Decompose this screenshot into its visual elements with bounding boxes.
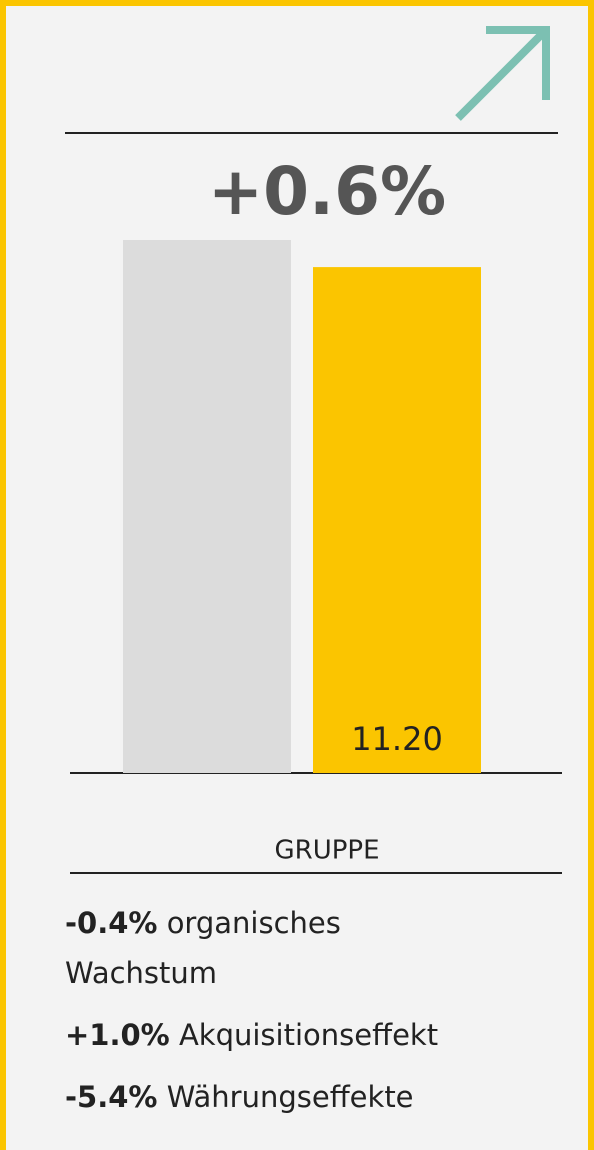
note-text: Akquisitionseffekt xyxy=(178,1018,439,1052)
note-text: organisches Wachstum xyxy=(65,906,341,990)
note: -0.4% organisches Wachstum xyxy=(65,898,425,998)
trend-arrow xyxy=(455,26,550,121)
x-label: GRUPPE xyxy=(274,836,379,866)
bar xyxy=(313,267,481,773)
note-figure: -0.4% xyxy=(65,906,158,940)
note: +1.0% Akquisitionseffekt xyxy=(65,1010,585,1060)
note: -5.4% Währungseffekte xyxy=(65,1072,585,1122)
note-figure: +1.0% xyxy=(65,1018,170,1052)
headline: +0.6% xyxy=(208,153,446,230)
bar xyxy=(123,240,291,773)
notes: -0.4% organisches Wachstum +1.0% Akquisit… xyxy=(65,898,585,1134)
value-label: 11.20 xyxy=(351,720,443,758)
note-figure: -5.4% xyxy=(65,1080,158,1114)
note-text: Währungseffekte xyxy=(166,1080,414,1114)
